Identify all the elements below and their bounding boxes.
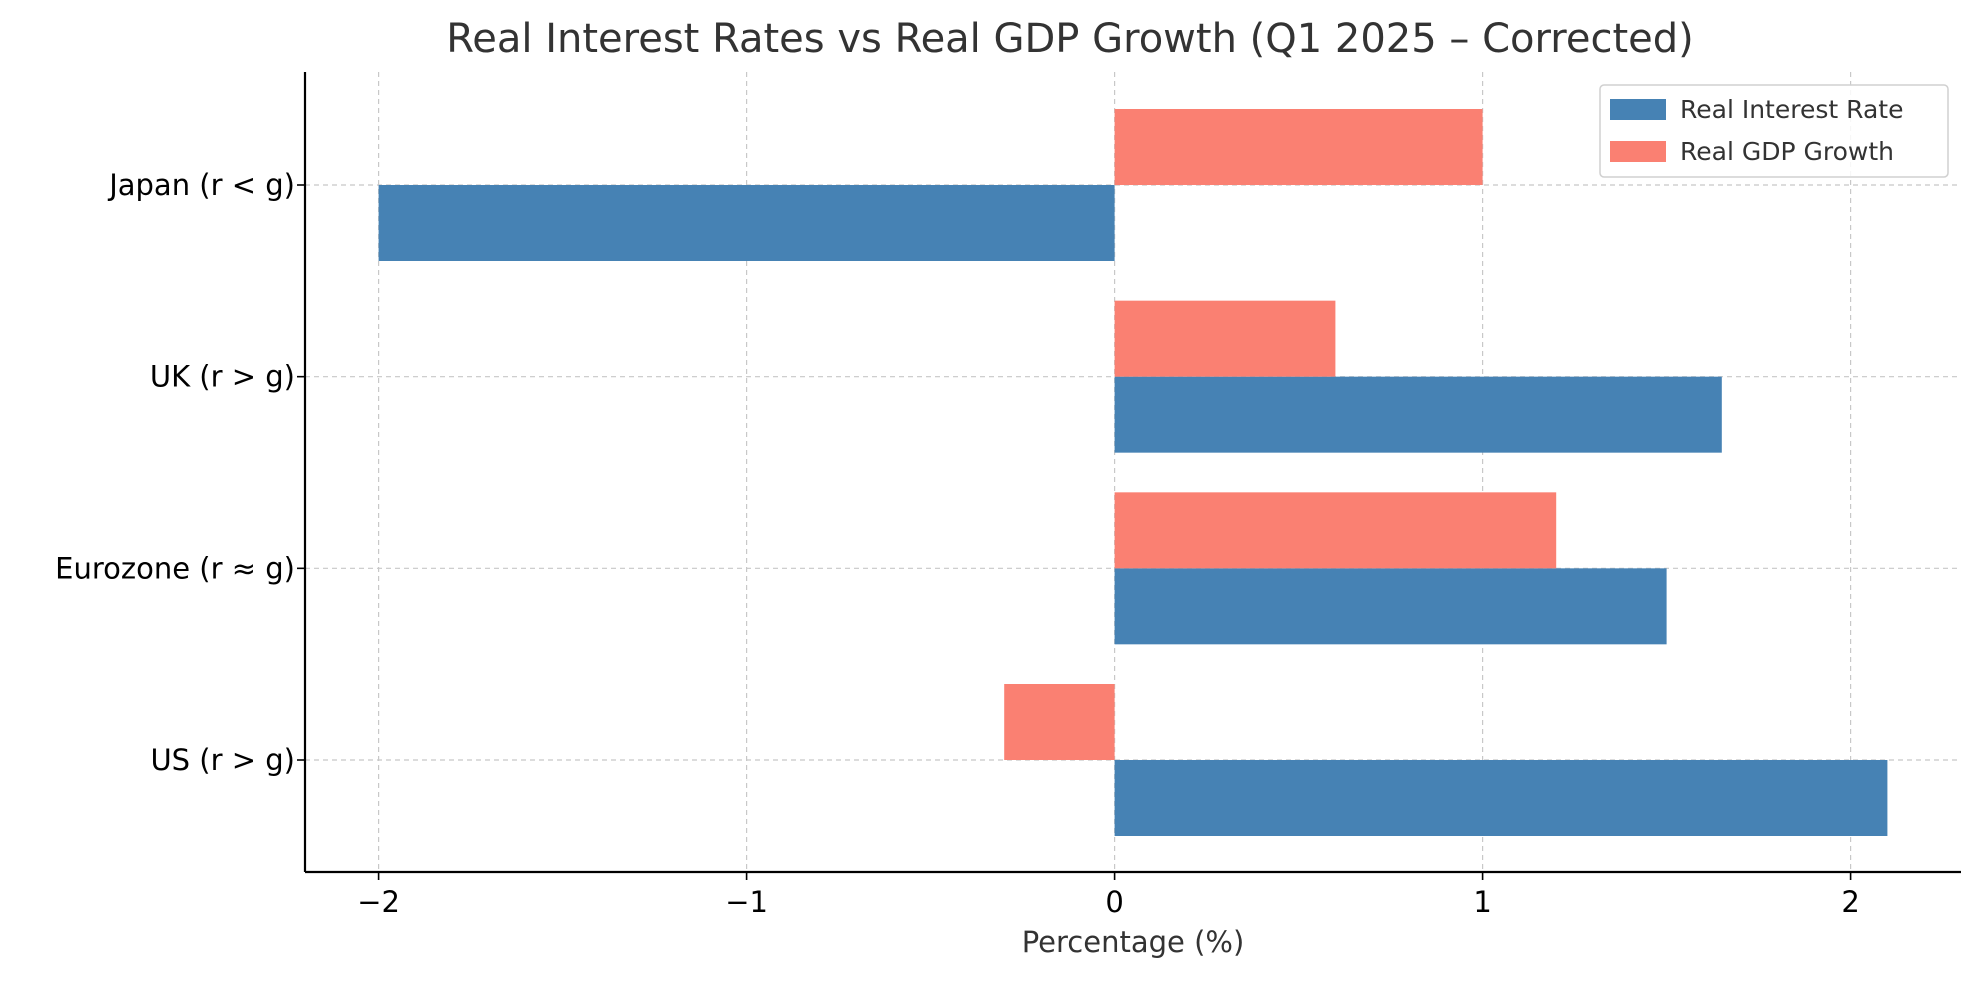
legend-label: Real Interest Rate xyxy=(1680,95,1903,124)
axes-layer xyxy=(303,72,1961,874)
legend-box xyxy=(1599,84,1949,178)
x-axis-label: Percentage (%) xyxy=(1022,925,1245,959)
y-tick-label: Japan (r < g) xyxy=(107,168,295,202)
y-tick-label: UK (r > g) xyxy=(150,360,295,394)
bar-real-interest-rate xyxy=(1114,376,1722,453)
ticks-layer: −2 −1 0 1 2 US (r > g) Eurozone (r ≈ g) UK (r >… xyxy=(55,168,1860,919)
y-tick-label: US (r > g) xyxy=(150,743,295,777)
legend: Real Interest Rate Real GDP Growth xyxy=(1599,84,1949,178)
bar-real-interest-rate xyxy=(378,185,1115,261)
x-tick-label: −1 xyxy=(725,885,768,919)
bar-real-interest-rate xyxy=(1114,568,1667,645)
legend-swatch xyxy=(1610,99,1666,120)
chart-title: Real Interest Rates vs Real GDP Growth (… xyxy=(446,16,1693,62)
bars-layer xyxy=(378,109,1888,836)
x-tick-label: 0 xyxy=(1105,885,1123,919)
x-tick-label: −2 xyxy=(357,885,400,919)
bar-real-gdp-growth xyxy=(1114,300,1336,377)
x-tick-label: 2 xyxy=(1841,885,1859,919)
legend-swatch xyxy=(1610,141,1666,162)
y-tick-label: Eurozone (r ≈ g) xyxy=(55,551,295,585)
bar-real-gdp-growth xyxy=(1114,492,1557,569)
bar-real-gdp-growth xyxy=(1004,684,1115,760)
bar-real-interest-rate xyxy=(1114,760,1888,836)
x-tick-label: 1 xyxy=(1473,885,1491,919)
bar-real-gdp-growth xyxy=(1114,109,1483,185)
legend-label: Real GDP Growth xyxy=(1680,137,1894,166)
